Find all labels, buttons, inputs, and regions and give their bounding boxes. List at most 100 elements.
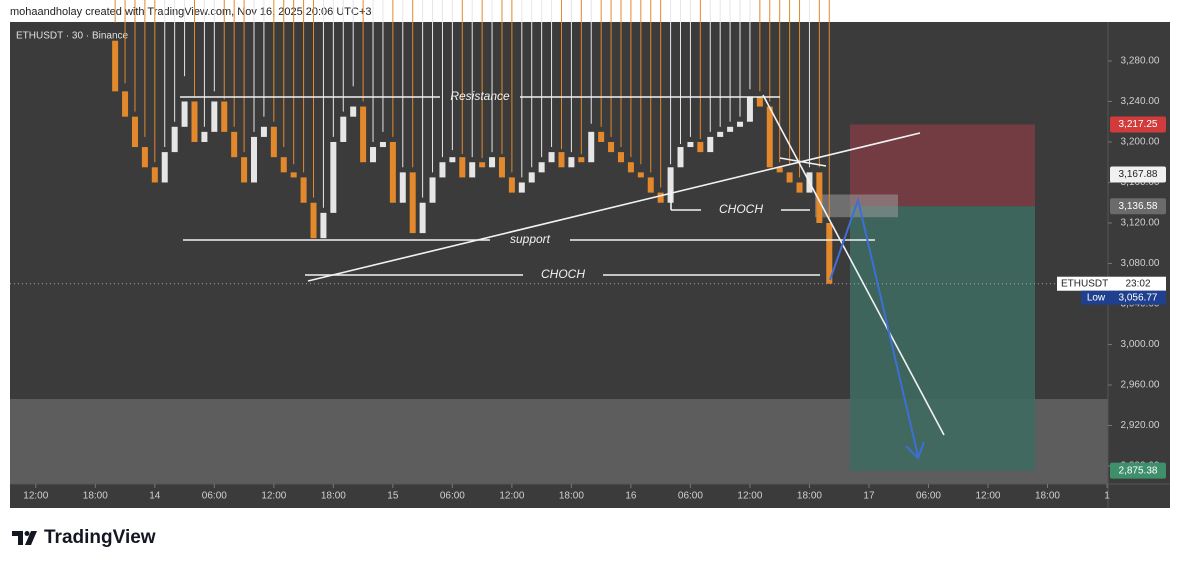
trend-line [779,157,827,167]
chart-title: ETHUSDT · 30 · Binance [16,31,129,42]
x-tick-label: 1 [1104,491,1110,502]
x-tick-label: 18:00 [1035,491,1060,502]
candle-body [161,152,168,183]
candle-body [449,157,456,163]
low-value: 3,056.77 [1119,292,1158,303]
candle-body [598,131,605,142]
candle-body [756,96,763,107]
x-tick-label: 18:00 [83,491,108,502]
candle-body [310,202,317,239]
candle-body [776,167,783,173]
candle-body [796,182,803,193]
header: mohaandholay created with TradingView.co… [10,6,372,18]
candle-body [251,136,257,183]
x-tick-label: 18:00 [797,491,822,502]
candle-body [459,157,466,178]
candle-body [677,147,684,168]
candle-body [667,167,674,203]
annotation-label: CHOCH [719,202,763,216]
entry-label-text: 3,136.58 [1119,201,1158,212]
candle-body [826,222,833,284]
x-tick-label: 12:00 [499,491,524,502]
candle-body [340,116,347,142]
footer-brand: TradingView [44,527,156,548]
target-label-text: 2,875.38 [1119,465,1158,476]
x-tick-label: 15 [387,491,399,502]
candle-body [280,157,287,173]
projection-arrow [829,196,919,457]
y-tick-label: 3,200.00 [1121,137,1160,148]
candle-body [578,157,585,163]
y-tick-label: 2,960.00 [1121,380,1160,391]
candle-body [687,141,694,148]
candle-body [637,172,644,178]
candle-body [588,131,595,163]
candle-body [221,101,228,132]
x-tick-label: 12:00 [261,491,286,502]
x-tick-label: 18:00 [321,491,346,502]
x-tick-label: 06:00 [916,491,941,502]
candle-body [112,40,119,92]
tv-logo [12,531,37,545]
candle-body [201,131,208,142]
candle-body [330,141,337,213]
candle-body [370,147,377,163]
candle-body [707,136,714,153]
candle-body [320,212,327,239]
entry-label [1110,198,1166,215]
annotation-label: Resistance [450,89,510,103]
candle-body [548,152,555,163]
x-tick-label: 16 [625,491,637,502]
candle-body [568,157,575,168]
candle-body [360,106,367,163]
candle-body [389,141,396,203]
candle-body [489,157,496,168]
x-tick-label: 06:00 [678,491,703,502]
countdown-text: 23:02 [1125,278,1150,289]
target-zone [850,206,1035,471]
candle-body [409,172,416,234]
symbol-text: ETHUSDT [1061,278,1108,289]
y-tick-label: 2,920.00 [1121,420,1160,431]
candle-body [191,101,198,142]
candle-body [469,162,476,178]
candle-body [419,202,426,234]
candle-body [350,106,357,117]
candle-body [131,116,138,148]
stop-zone [850,124,1035,207]
x-tick-label: 12:00 [23,491,48,502]
candle-body [737,121,744,127]
candle-body [528,172,535,183]
x-tick-label: 12:00 [737,491,762,502]
candle-body [617,152,624,163]
marker-label-text: 3,167.88 [1119,169,1158,180]
symbol-box [1057,276,1166,291]
candle-body [508,177,515,193]
candle-body [122,91,129,117]
candle-body [290,172,297,178]
y-tick-label: 3,240.00 [1121,96,1160,107]
candle-body [816,172,823,223]
low-box [1081,290,1166,305]
candle-body [627,162,634,173]
x-tick-label: 06:00 [202,491,227,502]
x-tick-label: 17 [863,491,875,502]
candle-body [211,101,218,132]
y-tick-label: 3,160.00 [1121,177,1160,188]
candle-body [538,162,545,173]
candle-body [786,172,793,183]
stop-label-text: 3,217.25 [1119,119,1158,130]
candle-body [260,126,267,137]
x-tick-label: 14 [149,491,161,502]
candle-body [241,157,248,183]
candle-body [171,126,178,153]
y-tick-label: 3,080.00 [1121,258,1160,269]
projection-arrowhead [905,441,925,460]
x-tick-label: 12:00 [975,491,1000,502]
candle-body [518,182,525,193]
candle-body [697,141,704,153]
candle-body [498,157,505,178]
candle-body [608,141,615,153]
